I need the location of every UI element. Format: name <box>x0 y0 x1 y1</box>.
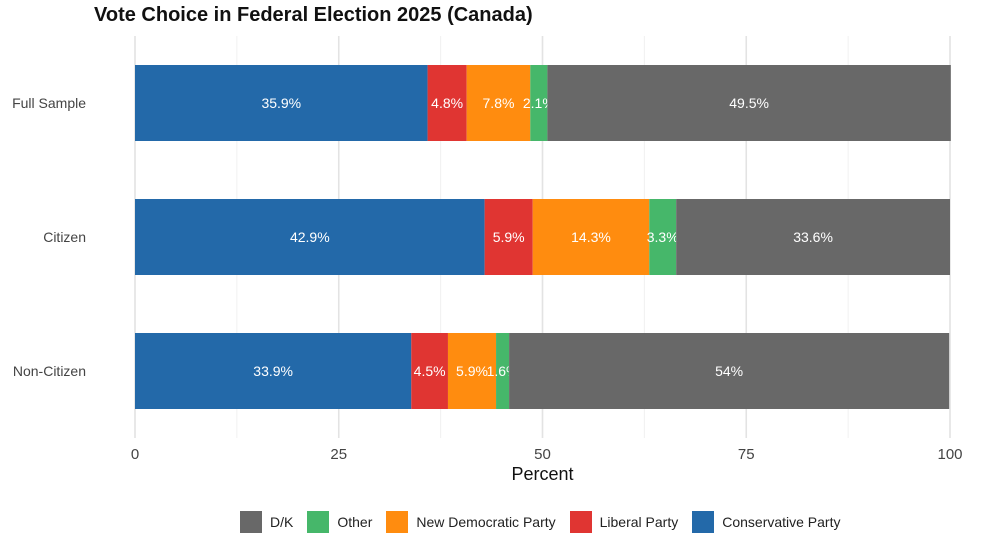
data-label: 3.3% <box>647 229 679 245</box>
legend-swatch <box>692 511 715 533</box>
legend-item: Other <box>307 511 372 533</box>
legend-swatch <box>240 511 262 533</box>
bar-segment <box>532 199 650 275</box>
bar-segment <box>135 333 412 409</box>
data-label: 54% <box>715 363 743 379</box>
bar-segment <box>427 65 467 141</box>
bar-segment <box>496 333 510 409</box>
bar-segment <box>411 333 448 409</box>
data-label: 5.9% <box>493 229 525 245</box>
bar-segment <box>509 333 950 409</box>
legend-label: Conservative Party <box>722 514 841 530</box>
legend-item: Conservative Party <box>692 511 841 533</box>
x-tick-label: 0 <box>131 446 139 463</box>
x-tick-label: 75 <box>738 446 755 463</box>
x-tick-label: 25 <box>330 446 347 463</box>
bar-segment <box>530 65 548 141</box>
chart-title: Vote Choice in Federal Election 2025 (Ca… <box>94 4 533 26</box>
legend-item: D/K <box>240 511 293 533</box>
data-label: 4.8% <box>431 95 463 111</box>
legend-label: Liberal Party <box>599 514 679 530</box>
data-label: 33.9% <box>253 363 293 379</box>
data-label: 4.5% <box>414 363 446 379</box>
bar-segment <box>547 65 951 141</box>
data-label: 5.9% <box>456 363 488 379</box>
data-label: 49.5% <box>729 95 769 111</box>
data-label: 33.6% <box>793 229 833 245</box>
legend-label: D/K <box>270 514 294 530</box>
legend-swatch <box>386 511 409 533</box>
bar-segment <box>649 199 677 275</box>
bar-chart: 35.9% 4.8% 7.8% 2.1% 49.5% Full Sample 42.9% 5.… <box>12 36 963 484</box>
x-tick-label: 50 <box>534 446 551 463</box>
legend: D/K Other New Democratic Party Liberal Part… <box>240 510 855 534</box>
data-label: 2.1% <box>523 95 555 111</box>
x-tick-label: 100 <box>937 446 962 463</box>
bar-segment <box>466 65 531 141</box>
x-axis-label: Percent <box>511 464 573 484</box>
legend-item: Liberal Party <box>569 511 679 533</box>
data-label: 14.3% <box>571 229 611 245</box>
bar-segment <box>484 199 533 275</box>
y-tick-label: Non-Citizen <box>13 363 86 379</box>
data-label: 35.9% <box>261 95 301 111</box>
bar-segment <box>135 65 428 141</box>
legend-swatch <box>569 511 592 533</box>
legend-item: New Democratic Party <box>386 511 556 533</box>
bar-segment <box>135 199 485 275</box>
bar-segment <box>447 333 497 409</box>
bar-segment <box>676 199 950 275</box>
y-tick-label: Citizen <box>43 229 86 245</box>
data-label: 42.9% <box>290 229 330 245</box>
legend-label: New Democratic Party <box>416 514 556 530</box>
y-tick-label: Full Sample <box>12 95 86 111</box>
legend-label: Other <box>337 514 373 530</box>
legend-swatch <box>307 511 330 533</box>
data-label: 7.8% <box>483 95 515 111</box>
